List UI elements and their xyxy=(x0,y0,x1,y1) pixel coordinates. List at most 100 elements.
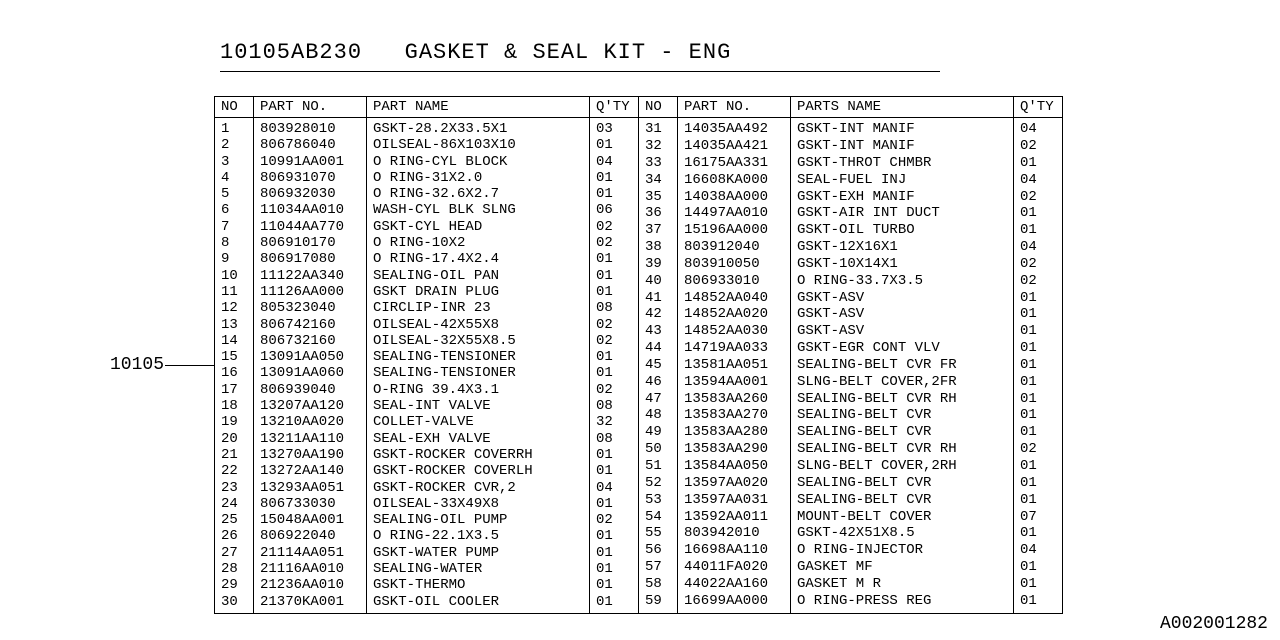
cell-pn: 806917080 xyxy=(254,251,367,267)
cell-no: 26 xyxy=(215,528,254,544)
cell-name: GSKT-EXH MANIF xyxy=(791,189,1014,206)
cell-qty: 02 xyxy=(590,219,639,235)
cell-pn: 10991AA001 xyxy=(254,154,367,170)
cell-qty: 01 xyxy=(1014,576,1063,593)
cell-name: SEAL-INT VALVE xyxy=(367,398,590,414)
cell-no: 4 xyxy=(215,170,254,186)
cell-pn: 15048AA001 xyxy=(254,512,367,528)
cell-name: GSKT-INT MANIF xyxy=(791,118,1014,138)
cell-qty: 01 xyxy=(1014,222,1063,239)
cell-no: 31 xyxy=(639,118,678,138)
table-row: 2515048AA001SEALING-OIL PUMP02 xyxy=(215,512,639,528)
cell-qty: 01 xyxy=(1014,492,1063,509)
table-row: 5313597AA031SEALING-BELT CVR01 xyxy=(639,492,1063,509)
cell-no: 41 xyxy=(639,290,678,307)
cell-no: 9 xyxy=(215,251,254,267)
header-part-no: PART NO. xyxy=(678,97,791,118)
table-row: 24806733030OILSEAL-33X49X801 xyxy=(215,496,639,512)
cell-pn: 803928010 xyxy=(254,118,367,138)
cell-name: GSKT-10X14X1 xyxy=(791,256,1014,273)
table-row: 9806917080O RING-17.4X2.401 xyxy=(215,251,639,267)
cell-name: OILSEAL-86X103X10 xyxy=(367,137,590,153)
cell-name: GSKT-INT MANIF xyxy=(791,138,1014,155)
cell-pn: 803910050 xyxy=(678,256,791,273)
cell-no: 55 xyxy=(639,525,678,542)
table-row: 5806932030O RING-32.6X2.701 xyxy=(215,186,639,202)
cell-qty: 01 xyxy=(590,545,639,561)
cell-name: WASH-CYL BLK SLNG xyxy=(367,202,590,218)
cell-no: 42 xyxy=(639,306,678,323)
cell-no: 49 xyxy=(639,424,678,441)
table-row: 1011122AA340SEALING-OIL PAN01 xyxy=(215,268,639,284)
cell-pn: 16175AA331 xyxy=(678,155,791,172)
cell-name: O RING-INJECTOR xyxy=(791,542,1014,559)
cell-no: 58 xyxy=(639,576,678,593)
cell-no: 23 xyxy=(215,480,254,496)
cell-pn: 16699AA000 xyxy=(678,593,791,614)
cell-no: 19 xyxy=(215,414,254,430)
cell-pn: 805323040 xyxy=(254,300,367,316)
table-row: 38803912040GSKT-12X16X104 xyxy=(639,239,1063,256)
cell-name: COLLET-VALVE xyxy=(367,414,590,430)
table-row: 711044AA770GSKT-CYL HEAD02 xyxy=(215,219,639,235)
header-part-name: PART NAME xyxy=(367,97,590,118)
table-row: 14806732160OILSEAL-32X55X8.502 xyxy=(215,333,639,349)
cell-qty: 02 xyxy=(1014,256,1063,273)
cell-qty: 01 xyxy=(590,349,639,365)
cell-no: 40 xyxy=(639,273,678,290)
cell-name: SEALING-TENSIONER xyxy=(367,365,590,381)
cell-pn: 803942010 xyxy=(678,525,791,542)
cell-pn: 13583AA290 xyxy=(678,441,791,458)
cell-pn: 806910170 xyxy=(254,235,367,251)
cell-pn: 11044AA770 xyxy=(254,219,367,235)
cell-no: 35 xyxy=(639,189,678,206)
cell-name: SEALING-OIL PUMP xyxy=(367,512,590,528)
cell-pn: 806933010 xyxy=(678,273,791,290)
cell-pn: 15196AA000 xyxy=(678,222,791,239)
cell-name: SEALING-BELT CVR xyxy=(791,407,1014,424)
cell-no: 6 xyxy=(215,202,254,218)
cell-no: 59 xyxy=(639,593,678,614)
cell-name: SEALING-BELT CVR FR xyxy=(791,357,1014,374)
cell-pn: 13211AA110 xyxy=(254,431,367,447)
cell-name: SEALING-BELT CVR xyxy=(791,492,1014,509)
table-row: 3114035AA492GSKT-INT MANIF04 xyxy=(639,118,1063,138)
cell-qty: 01 xyxy=(1014,357,1063,374)
cell-no: 3 xyxy=(215,154,254,170)
cell-name: GSKT-THERMO xyxy=(367,577,590,593)
table-row: 5916699AA000O RING-PRESS REG01 xyxy=(639,593,1063,614)
cell-no: 10 xyxy=(215,268,254,284)
cell-no: 15 xyxy=(215,349,254,365)
table-row: 4114852AA040GSKT-ASV01 xyxy=(639,290,1063,307)
table-row: 4913583AA280SEALING-BELT CVR01 xyxy=(639,424,1063,441)
header-qty: Q'TY xyxy=(590,97,639,118)
cell-name: OILSEAL-42X55X8 xyxy=(367,317,590,333)
cell-pn: 14035AA421 xyxy=(678,138,791,155)
cell-qty: 01 xyxy=(590,284,639,300)
cell-name: SEALING-BELT CVR RH xyxy=(791,441,1014,458)
cell-name: O RING-32.6X2.7 xyxy=(367,186,590,202)
cell-no: 48 xyxy=(639,407,678,424)
cell-name: O RING-10X2 xyxy=(367,235,590,251)
parts-tables: NO PART NO. PART NAME Q'TY 1803928010GSK… xyxy=(214,96,1063,614)
cell-name: MOUNT-BELT COVER xyxy=(791,509,1014,526)
cell-no: 5 xyxy=(215,186,254,202)
cell-no: 24 xyxy=(215,496,254,512)
table-row: 40806933010O RING-33.7X3.502 xyxy=(639,273,1063,290)
cell-no: 53 xyxy=(639,492,678,509)
cell-pn: 806742160 xyxy=(254,317,367,333)
cell-no: 51 xyxy=(639,458,678,475)
table-row: 39803910050GSKT-10X14X102 xyxy=(639,256,1063,273)
cell-qty: 02 xyxy=(590,317,639,333)
cell-pn: 16698AA110 xyxy=(678,542,791,559)
cell-name: GSKT-ASV xyxy=(791,306,1014,323)
table-row: 3416608KA000SEAL-FUEL INJ04 xyxy=(639,172,1063,189)
cell-name: GSKT-12X16X1 xyxy=(791,239,1014,256)
cell-pn: 806922040 xyxy=(254,528,367,544)
cell-name: GSKT-WATER PUMP xyxy=(367,545,590,561)
table-row: 2113270AA190GSKT-ROCKER COVERRH01 xyxy=(215,447,639,463)
table-row: 17806939040O-RING 39.4X3.102 xyxy=(215,382,639,398)
cell-qty: 01 xyxy=(1014,306,1063,323)
cell-pn: 806786040 xyxy=(254,137,367,153)
cell-qty: 01 xyxy=(1014,323,1063,340)
